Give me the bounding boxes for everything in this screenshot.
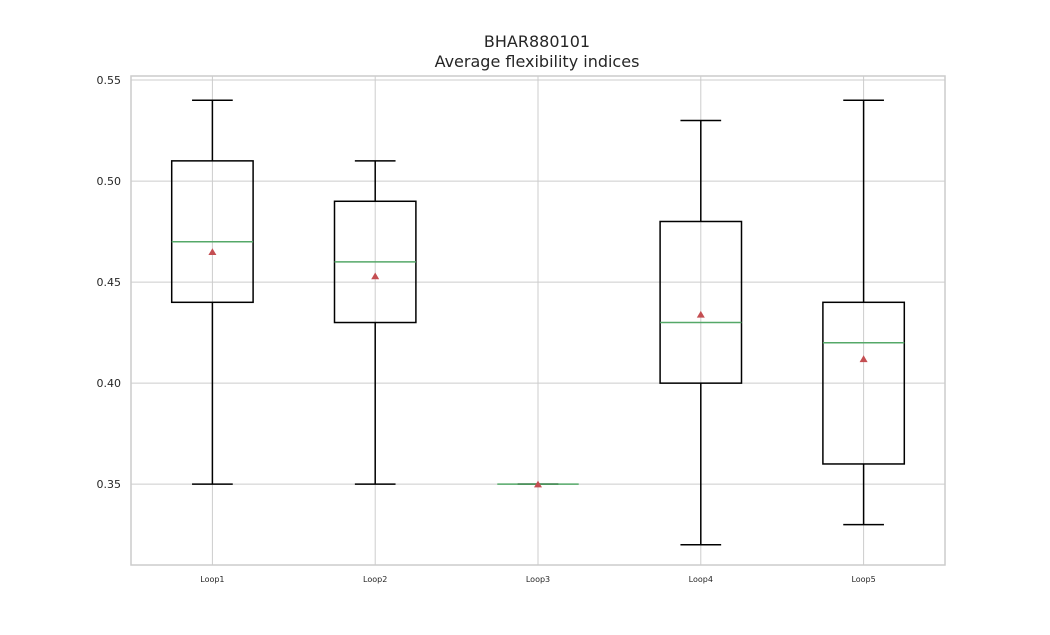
mean-marker: [859, 355, 868, 363]
box-loop5: [822, 99, 906, 526]
box-loop2: [333, 160, 417, 485]
tick-labels: 0.35 0.40 0.45 0.50 0.55 Loop1 Loop2 Loop3 Loop4…: [97, 74, 876, 584]
mean-marker: [371, 272, 380, 280]
y-tick-label: 0.45: [97, 276, 122, 289]
x-tick-label: Loop5: [851, 575, 875, 584]
box-loop1: [170, 99, 254, 485]
iqr-box: [170, 160, 254, 304]
mean-marker: [208, 248, 217, 255]
mean-marker: [534, 480, 542, 488]
x-tick-label: Loop2: [363, 575, 387, 584]
y-tick-label: 0.50: [97, 175, 122, 188]
boxes: [170, 99, 906, 546]
mean-marker: [696, 310, 705, 318]
chart-subtitle: Average flexibility indices: [435, 52, 640, 71]
iqr-box: [659, 220, 743, 384]
y-tick-label: 0.40: [97, 377, 122, 390]
chart-title: BHAR880101: [484, 32, 590, 51]
plot-frame: [130, 75, 946, 566]
iqr-box: [822, 301, 906, 465]
y-tick-label: 0.55: [97, 74, 122, 87]
x-tick-label: Loop1: [200, 575, 224, 584]
box-loop3: [497, 480, 579, 488]
x-tick-label: Loop4: [689, 575, 713, 584]
y-tick-label: 0.35: [97, 478, 122, 491]
x-tick-label: Loop3: [526, 575, 550, 584]
box-loop4: [659, 119, 743, 546]
